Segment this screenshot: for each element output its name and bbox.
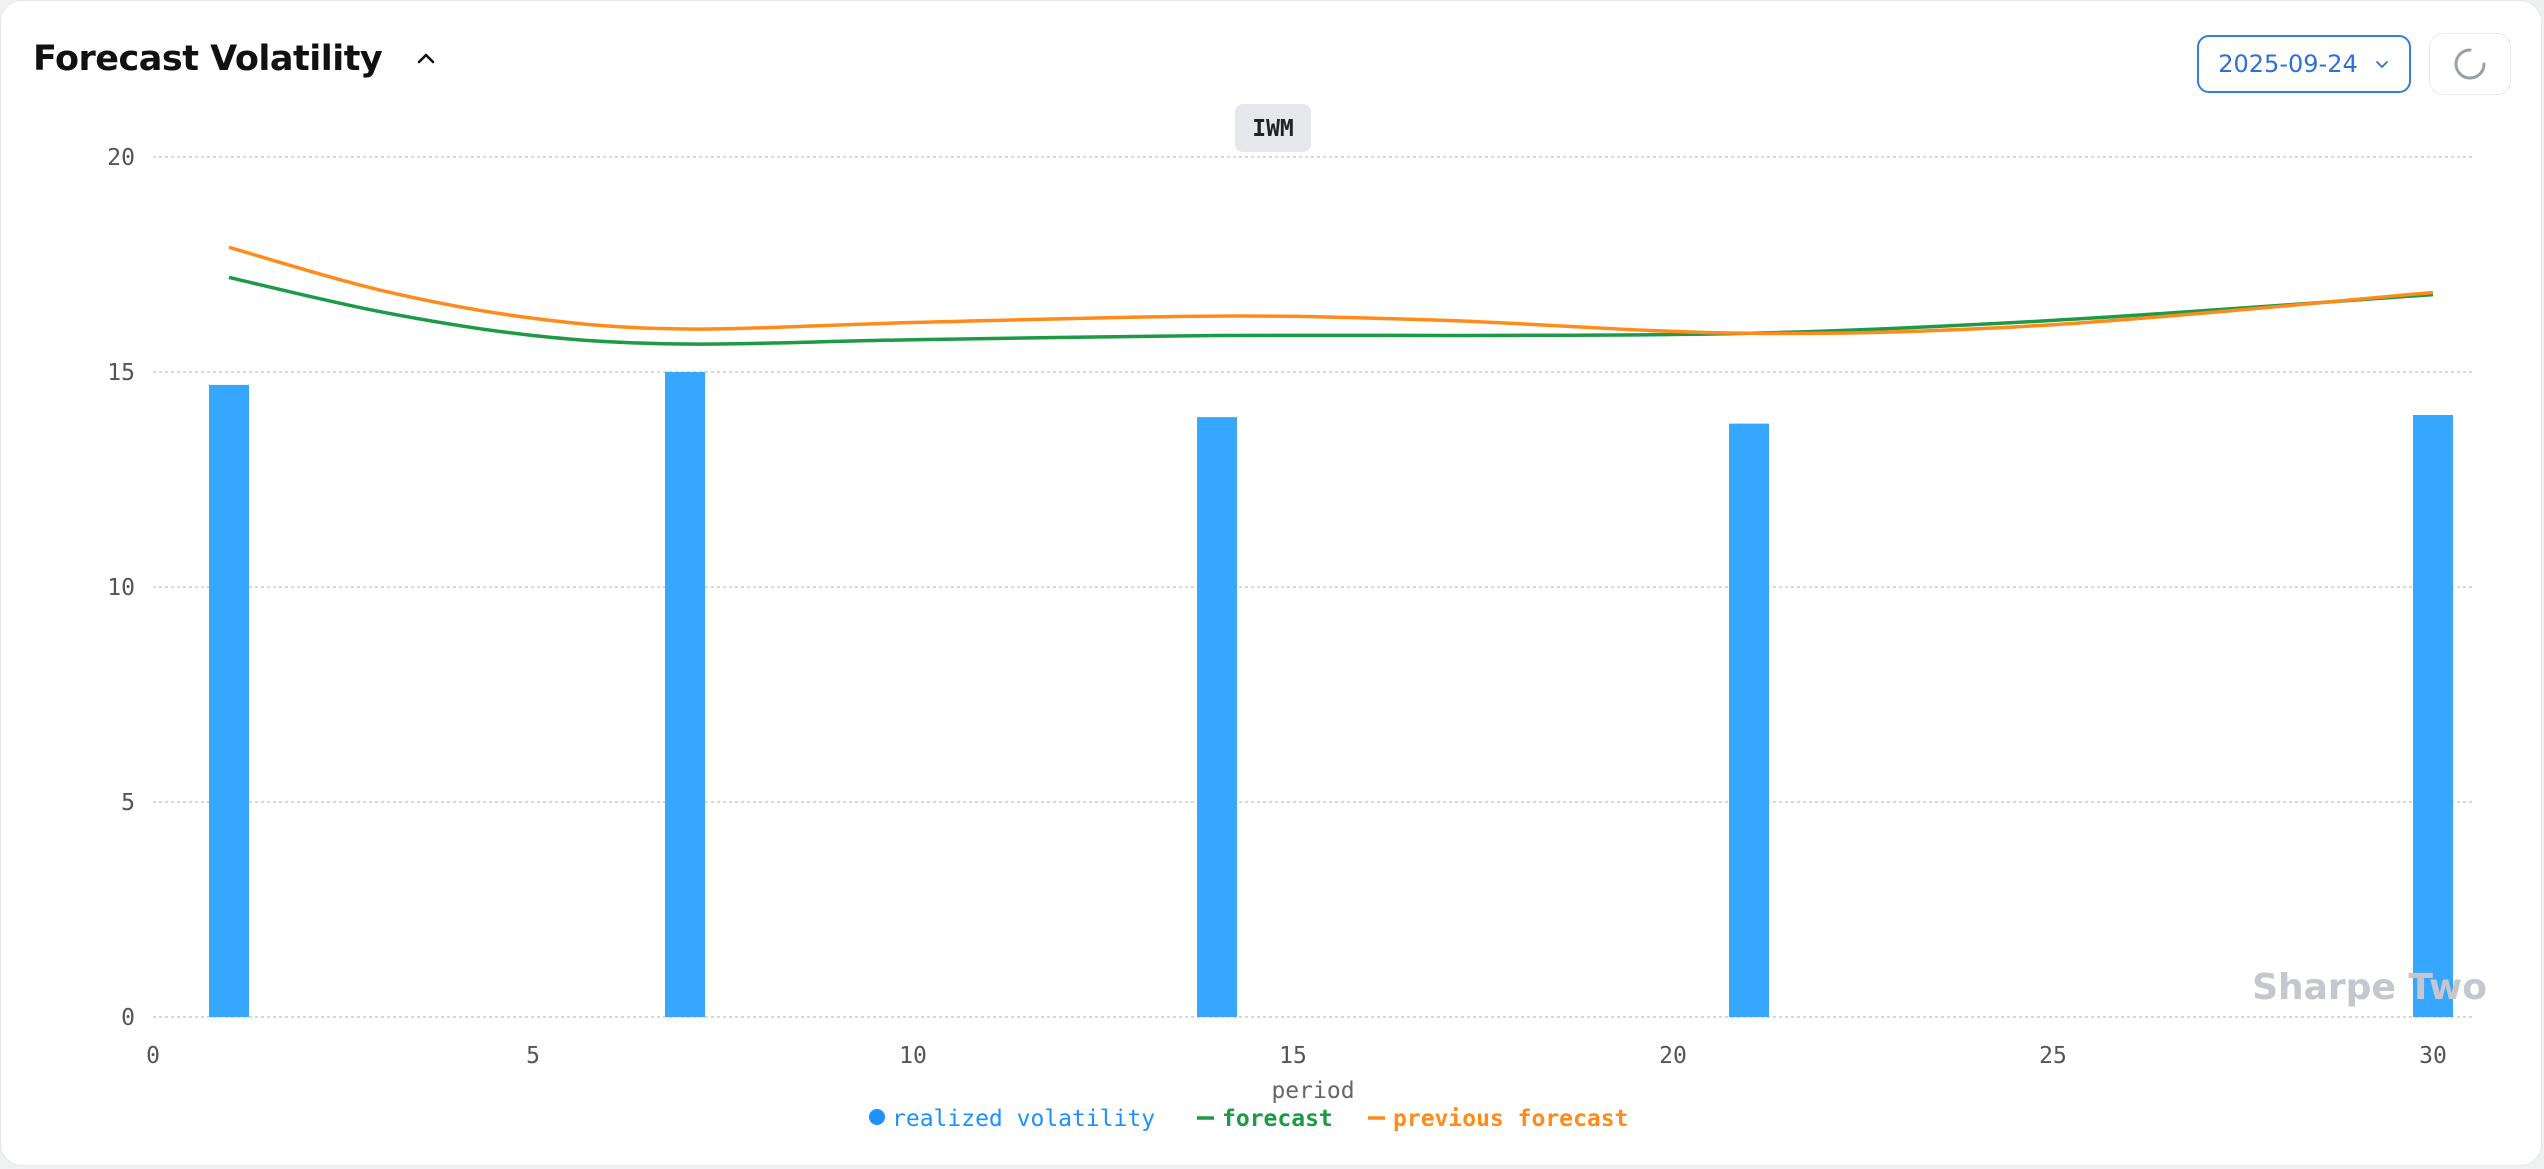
loading-spinner-icon [2454,48,2486,80]
chevron-down-icon [2375,61,2388,68]
watermark: Sharpe Two [2252,967,2487,1008]
realized-volatility-bar[interactable] [1729,423,1769,1018]
previous-forecast-line[interactable] [228,245,2434,336]
forecast-line[interactable] [228,275,2434,346]
chart-title: IWM [1252,116,1294,142]
x-tick-label: 15 [1279,1043,1307,1069]
realized-volatility-bar[interactable] [665,372,705,1017]
y-tick-label: 10 [107,575,135,601]
realized-volatility-bar[interactable] [209,384,249,1017]
legend-realized-volatility[interactable]: realized volatility [892,1106,1155,1132]
x-axis-label: period [1271,1078,1354,1104]
chart-title-badge [1235,104,1311,152]
refresh-button[interactable] [2429,33,2511,95]
x-tick-label: 25 [2039,1043,2067,1069]
y-tick-label: 15 [107,360,135,386]
y-tick-label: 20 [107,145,135,171]
legend-previous-forecast[interactable]: previous forecast [1393,1106,1628,1132]
date-select[interactable]: 2025-09-24 [2197,35,2411,93]
realized-volatility-bar[interactable] [1197,417,1237,1017]
y-tick-label: 5 [121,790,135,816]
y-tick-label: 0 [121,1005,135,1031]
x-tick-label: 30 [2419,1043,2447,1069]
x-tick-label: 5 [526,1043,540,1069]
card-header: Forecast Volatility [33,39,446,79]
x-tick-label: 0 [146,1043,160,1069]
collapse-button[interactable] [406,39,446,79]
card-title: Forecast Volatility [33,39,383,79]
x-tick-label: 20 [1659,1043,1687,1069]
legend-realized-marker [869,1109,885,1125]
legend-forecast[interactable]: forecast [1222,1106,1333,1132]
x-tick-label: 10 [899,1043,927,1069]
realized-volatility-bar[interactable] [2413,415,2453,1017]
chevron-up-icon [417,53,435,64]
date-select-value: 2025-09-24 [2218,50,2358,78]
